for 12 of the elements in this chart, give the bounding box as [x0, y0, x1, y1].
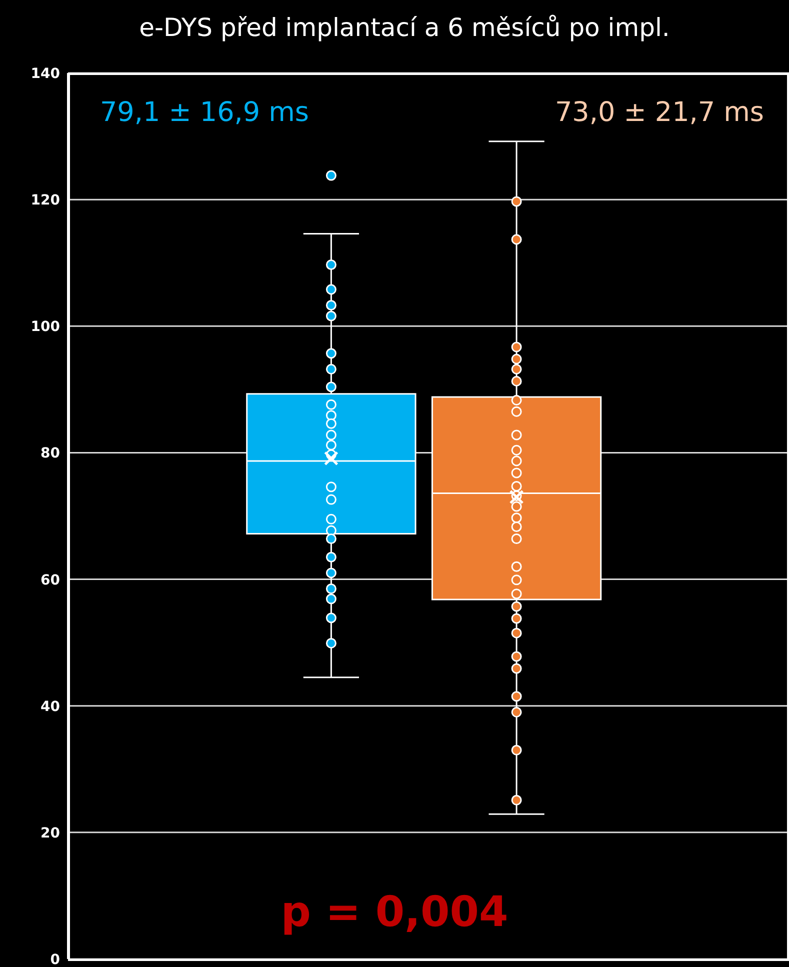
annotation: p = 0,004: [280, 887, 510, 936]
y-tick-label: 100: [30, 319, 60, 336]
annotation: 73,0 ± 21,7 ms: [555, 97, 764, 128]
y-tick-label: 0: [50, 952, 60, 967]
y-tick-label: 120: [30, 192, 60, 209]
y-tick-label: 40: [40, 698, 60, 715]
y-tick-label: 140: [30, 66, 60, 82]
y-tick-label: 80: [40, 446, 60, 462]
y-tick-label: 20: [40, 825, 60, 842]
annotation: 79,1 ± 16,9 ms: [100, 97, 309, 128]
y-tick-label: 60: [40, 572, 60, 588]
chart-title: e-DYS před implantací a 6 měsíců po impl.: [138, 12, 671, 44]
